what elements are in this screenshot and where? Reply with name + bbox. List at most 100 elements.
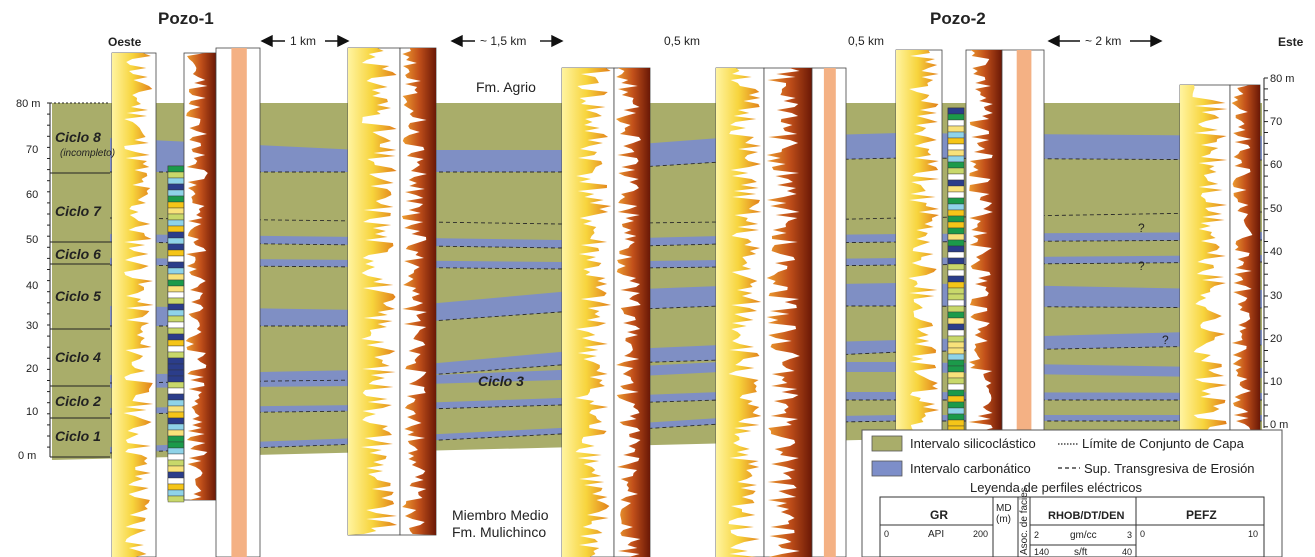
well2-facies-track-bed xyxy=(947,335,965,343)
well2-facies-track-bed xyxy=(947,119,965,127)
well2-facies-track-bed xyxy=(947,365,965,373)
legend-logs-title: Leyenda de perfiles eléctricos xyxy=(970,480,1142,495)
legend-carbonatic: Intervalo carbonático xyxy=(910,461,1031,476)
well1-facies-track-bed xyxy=(167,387,185,395)
cycle-2-label: Ciclo 2 xyxy=(55,393,101,409)
legend-md: MD (m) xyxy=(996,503,1012,525)
well1-facies-track-bed xyxy=(167,495,185,503)
well1-facies-track-bed xyxy=(167,177,185,185)
well2-facies-track-bed xyxy=(947,251,965,259)
well1-facies-track-bed xyxy=(167,195,185,203)
east-density-track-curve xyxy=(1231,85,1260,430)
left-scale-40: 40 xyxy=(26,280,38,292)
cycle-4-label: Ciclo 4 xyxy=(55,349,101,365)
left-depth-scale xyxy=(47,102,110,458)
well2-facies-track-bed xyxy=(947,413,965,421)
legend-pefz-max: 10 xyxy=(1248,529,1258,539)
well-2-title: Pozo-2 xyxy=(930,9,986,28)
well2-facies-track-bed xyxy=(947,203,965,211)
well-d-gr-track-curve xyxy=(716,68,762,557)
cycle-3-label: Ciclo 3 xyxy=(478,373,524,389)
legend-siliciclastic: Intervalo silicoclástico xyxy=(910,436,1036,451)
well1-facies-track-bed xyxy=(167,231,185,239)
well2-facies-track-bed xyxy=(947,113,965,121)
distance-arrows xyxy=(260,34,1163,48)
well1-facies-track-bed xyxy=(167,225,185,233)
well2-facies-track-bed xyxy=(947,353,965,361)
legend-carbonatic-swatch xyxy=(871,460,903,477)
formation-mulichinco: Fm. Mulichinco xyxy=(452,524,546,540)
well2-facies-track-bed xyxy=(947,179,965,187)
well2-facies-track-bed xyxy=(947,131,965,139)
well2-facies-track-bed xyxy=(947,263,965,271)
well1-facies-track-bed xyxy=(167,261,185,269)
well-1-title: Pozo-1 xyxy=(158,9,214,28)
well1-facies-track-bed xyxy=(167,309,185,317)
well1-facies-track-bed xyxy=(167,249,185,257)
well-d-density-track-curve xyxy=(766,68,812,557)
well2-facies-track-bed xyxy=(947,383,965,391)
left-scale-0: 0 m xyxy=(18,450,36,462)
well1-facies-track-bed xyxy=(167,465,185,473)
well1-facies-track-bed xyxy=(167,345,185,353)
well2-facies-track-bed xyxy=(947,347,965,355)
well1-facies-track-bed xyxy=(167,381,185,389)
distance-4: 0,5 km xyxy=(848,34,884,48)
cycle-6-label: Ciclo 6 xyxy=(55,246,101,262)
well2-facies-track-bed xyxy=(947,209,965,217)
well2-facies-track-bed xyxy=(947,311,965,319)
legend-gr-unit: API xyxy=(928,529,944,540)
well1-facies-track-bed xyxy=(167,207,185,215)
right-scale-40: 40 xyxy=(1270,246,1282,258)
well1-facies-track-bed xyxy=(167,273,185,281)
question-mark-2: ? xyxy=(1138,259,1145,273)
well2-facies-track-bed xyxy=(947,407,965,415)
legend-rhob-unit: gm/cc xyxy=(1070,530,1097,541)
legend-pefz: PEFZ xyxy=(1186,508,1217,522)
well2-facies-track-bed xyxy=(947,281,965,289)
legend-dt-unit: s/ft xyxy=(1074,547,1088,557)
formation-agrio: Fm. Agrio xyxy=(476,79,536,95)
well1-facies-track-bed xyxy=(167,297,185,305)
well1-facies-track-bed xyxy=(167,471,185,479)
well1-facies-track-bed xyxy=(167,171,185,179)
well2-facies-track-bed xyxy=(947,167,965,175)
well1-facies-track-bed xyxy=(167,255,185,263)
well2-facies-track-bed xyxy=(947,299,965,307)
well1-facies-track-bed xyxy=(167,417,185,425)
left-scale-20: 20 xyxy=(26,363,38,375)
legend-rhob-min: 2 xyxy=(1034,530,1039,540)
east-gr-track-curve xyxy=(1180,85,1228,430)
legend-facies: Asoc. de facies xyxy=(1019,487,1030,555)
well1-facies-track-bed xyxy=(167,333,185,341)
well1-facies-track-bed xyxy=(167,315,185,323)
well1-facies-track-bed xyxy=(167,237,185,245)
well1-facies-track-bed xyxy=(167,201,185,209)
well-logs xyxy=(111,47,1261,557)
formation-mulichinco-member: Miembro Medio xyxy=(452,507,549,523)
legend-pefz-min: 0 xyxy=(1140,529,1145,539)
right-scale-30: 30 xyxy=(1270,290,1282,302)
well2-facies-track-bed xyxy=(947,149,965,157)
left-scale-80: 80 m xyxy=(16,98,40,110)
right-depth-scale xyxy=(1263,77,1268,428)
carbonatic-band-8 xyxy=(110,415,1262,453)
legend-gr-min: 0 xyxy=(884,529,889,539)
well1-facies-track-bed xyxy=(167,339,185,347)
legend-transgressive: Sup. Transgresiva de Erosión xyxy=(1084,461,1255,476)
west-label: Oeste xyxy=(108,35,142,49)
distance-5: ~ 2 km xyxy=(1085,34,1121,48)
well-b-density-track-curve xyxy=(401,48,436,535)
well2-facies-track-bed xyxy=(947,287,965,295)
left-scale-30: 30 xyxy=(26,320,38,332)
well2-facies-track-bed xyxy=(947,137,965,145)
well2-facies-track-bed xyxy=(947,389,965,397)
well2-facies-track-bed xyxy=(947,419,965,427)
well1-facies-track-bed xyxy=(167,489,185,497)
well2-facies-track-bed xyxy=(947,245,965,253)
well1-facies-track-bed xyxy=(167,327,185,335)
well2-facies-track-bed xyxy=(947,125,965,133)
well1-facies-track-bed xyxy=(167,267,185,275)
well1-facies-track-bed xyxy=(167,405,185,413)
